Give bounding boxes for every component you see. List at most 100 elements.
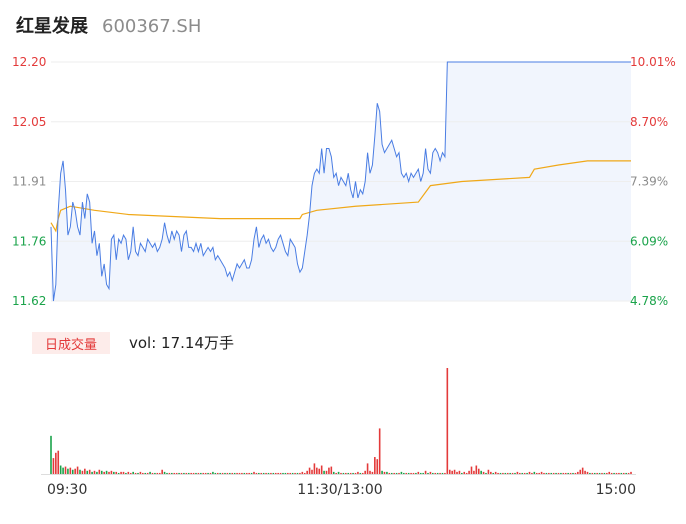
volume-bar	[178, 472, 180, 474]
volume-bar	[504, 472, 507, 474]
volume-bar	[243, 472, 246, 474]
volume-bar	[151, 472, 154, 474]
volume-bar	[142, 472, 144, 474]
volume-bar	[216, 472, 219, 474]
volume-bar	[369, 470, 371, 474]
volume-bar	[444, 472, 446, 474]
volume-bar	[88, 469, 91, 474]
volume-bar	[473, 470, 475, 474]
volume-bar	[332, 471, 335, 474]
volume-bar	[412, 472, 415, 474]
volume-bar	[238, 472, 241, 474]
volume-bar	[610, 472, 613, 474]
stock-name: 红星发展	[16, 16, 88, 37]
volume-bar	[212, 471, 214, 474]
stock-code: 600367.SH	[102, 16, 202, 37]
volume-bar	[187, 472, 190, 474]
volume-bar	[125, 472, 127, 474]
volume-bar	[535, 472, 538, 474]
volume-bar	[163, 471, 166, 474]
y-axis-left: 12.20 12.05 11.91 11.76 11.62	[12, 55, 46, 308]
volume-bar	[270, 472, 272, 474]
volume-bar	[572, 472, 574, 474]
volume-bar	[543, 472, 545, 474]
volume-bar	[620, 472, 623, 474]
volume-bar	[434, 472, 437, 474]
volume-bar	[630, 471, 632, 474]
volume-bar	[393, 472, 395, 474]
volume-bar	[265, 472, 267, 474]
volume-bar	[190, 472, 192, 474]
volume-bar	[120, 471, 122, 474]
volume-bar	[132, 471, 134, 474]
y-tick-label-left: 11.76	[12, 234, 46, 248]
volume-total-label: vol: 17.14万手	[129, 334, 234, 352]
volume-bar	[497, 472, 499, 474]
volume-bar	[139, 471, 142, 474]
volume-bar	[330, 466, 333, 474]
volume-bar	[514, 472, 516, 474]
volume-bar	[248, 472, 250, 474]
volume-bar	[180, 472, 183, 474]
volume-bar	[173, 472, 176, 474]
volume-bar	[115, 471, 118, 474]
volume-bar	[296, 472, 299, 474]
volume-bar	[221, 472, 224, 474]
volume-bar	[316, 467, 318, 474]
volume-bar	[625, 472, 627, 474]
volume-bar	[301, 471, 304, 474]
volume-bar	[149, 471, 151, 474]
volume-bar	[390, 472, 393, 474]
volume-bar	[458, 470, 461, 474]
volume-bar	[461, 472, 463, 474]
volume-bar	[552, 472, 555, 474]
volume-bar	[262, 472, 265, 474]
volume-bar	[98, 469, 101, 474]
volume-bar	[64, 466, 67, 474]
volume-bar	[185, 472, 188, 474]
volume-bar	[134, 472, 137, 474]
volume-bar	[499, 472, 502, 474]
volume-bar	[171, 472, 173, 474]
volume-bar	[415, 472, 417, 474]
x-tick-label: 15:00	[596, 482, 636, 498]
volume-bar	[260, 472, 263, 474]
price-line	[50, 61, 631, 302]
volume-bar	[603, 472, 606, 474]
volume-bar	[250, 472, 253, 474]
volume-bar	[122, 471, 125, 474]
volume-bar	[335, 472, 337, 474]
volume-bar	[606, 472, 608, 474]
volume-bar	[103, 471, 105, 474]
volume-bar	[371, 471, 374, 474]
volume-bar	[502, 472, 504, 474]
y-tick-label-left: 12.05	[12, 115, 46, 129]
volume-bar	[277, 472, 279, 474]
volume-bar	[555, 472, 557, 474]
volume-bar	[436, 472, 439, 474]
volume-bar	[395, 472, 398, 474]
volume-bar	[446, 368, 449, 474]
volume-bar	[470, 466, 473, 474]
volume-bar	[110, 470, 113, 474]
volume-bar	[214, 472, 217, 474]
volume-bar	[200, 472, 202, 474]
volume-bar	[267, 472, 270, 474]
volume-bar	[579, 469, 582, 474]
volume-bar	[357, 471, 359, 474]
volume-bar	[490, 471, 492, 474]
volume-bars	[50, 368, 632, 474]
volume-bar	[506, 472, 509, 474]
volume-bar	[465, 472, 468, 474]
volume-bar	[231, 472, 234, 474]
volume-bar	[427, 472, 429, 474]
volume-bar	[596, 472, 598, 474]
volume-bar	[287, 472, 289, 474]
volume-bar	[456, 471, 458, 474]
volume-bar	[274, 472, 277, 474]
volume-bar	[219, 472, 221, 474]
volume-bar	[224, 472, 226, 474]
volume-bar	[482, 471, 485, 474]
volume-bar	[562, 472, 565, 474]
volume-bar	[127, 471, 130, 474]
